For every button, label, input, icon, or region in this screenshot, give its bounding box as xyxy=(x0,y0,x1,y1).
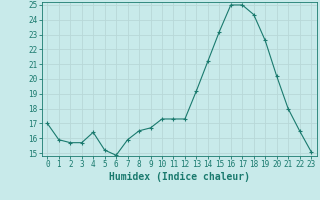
X-axis label: Humidex (Indice chaleur): Humidex (Indice chaleur) xyxy=(109,172,250,182)
